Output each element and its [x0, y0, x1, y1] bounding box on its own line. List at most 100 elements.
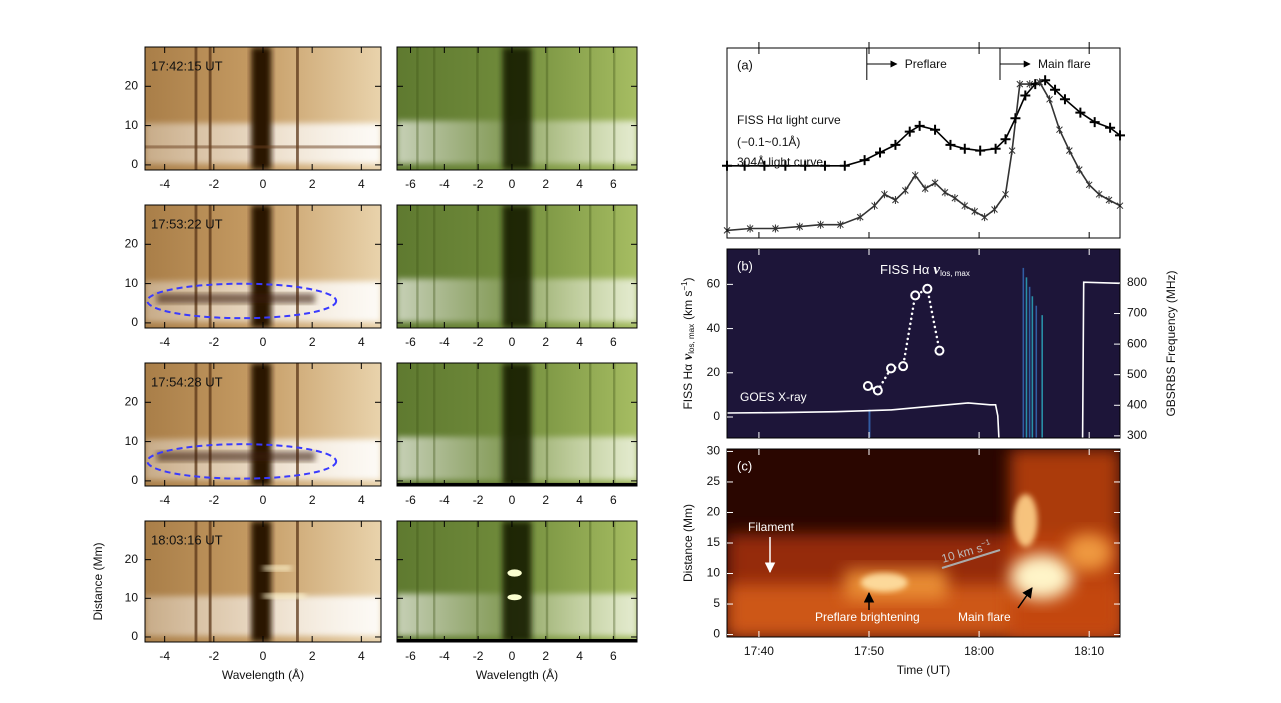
y-tick-label: 0: [713, 627, 720, 641]
point-marker: [922, 283, 933, 294]
panel-frame: [396, 46, 638, 171]
point-marker: [1105, 196, 1113, 204]
point-marker: [886, 363, 897, 374]
image-texture: [502, 521, 532, 642]
image-feature: [1009, 554, 1073, 600]
point-marker: [1105, 122, 1116, 133]
x-tick-label: -2: [208, 335, 219, 349]
image-texture: [397, 638, 637, 642]
point-marker: [839, 160, 850, 171]
image-texture: [208, 363, 212, 486]
x-tick-label: 0: [509, 177, 516, 191]
x-axis-label: Wavelength (Å): [222, 667, 304, 682]
panel-content: [727, 48, 1120, 238]
point-marker: [819, 160, 830, 171]
y-tick-label: 25: [707, 474, 721, 488]
image-texture: [589, 363, 592, 486]
panel-content: [145, 47, 381, 170]
image-feature: [860, 573, 908, 592]
image-texture: [589, 47, 592, 170]
image-texture: [476, 205, 479, 328]
annotation: Filament: [748, 520, 795, 534]
point-marker: [862, 381, 873, 392]
x-tick-label: -4: [159, 493, 170, 507]
image-texture: [156, 451, 315, 462]
point-marker: [971, 207, 979, 216]
image-texture: [156, 293, 315, 304]
point-marker: [951, 194, 959, 203]
image-texture: [502, 47, 532, 170]
image-background: [727, 48, 1120, 238]
x-tick-label: 4: [576, 649, 583, 663]
y2-tick-label: 500: [1127, 367, 1147, 381]
point-marker: [1036, 78, 1043, 87]
panel-frame: [396, 204, 638, 329]
x-tick-label: 2: [309, 335, 316, 349]
x-tick-label: -2: [208, 649, 219, 663]
x-axis-label: Wavelength (Å): [476, 667, 558, 682]
y2-axis-label: GBSRBS Frequency (MHz): [1164, 270, 1178, 416]
point-marker: [904, 126, 915, 137]
point-marker: [1016, 80, 1024, 89]
x-tick-label: -4: [439, 649, 450, 663]
image-texture: [545, 205, 549, 328]
image-texture: [251, 521, 272, 642]
y-tick-label: 15: [707, 535, 721, 549]
image-texture: [251, 363, 272, 486]
image-feature: [1064, 533, 1113, 572]
image-texture: [296, 363, 299, 486]
point-marker: [1046, 95, 1053, 104]
x-tick-label: 2: [542, 649, 549, 663]
point-marker: [941, 188, 949, 197]
point-marker: [959, 143, 970, 154]
point-marker: [911, 171, 919, 180]
y2-tick-label: 800: [1127, 275, 1147, 289]
label-part: −1: [680, 281, 689, 291]
y-tick-label: 0: [131, 629, 138, 643]
image-texture: [1022, 267, 1025, 438]
image-texture: [433, 205, 436, 328]
x-tick-label: -4: [439, 335, 450, 349]
panel-content: [397, 205, 637, 328]
x-tick-label: -6: [405, 335, 416, 349]
label-part: (km s: [681, 291, 695, 320]
panel-label: 17:54:28 UT: [151, 374, 223, 389]
label-part: Main flare: [958, 610, 1011, 624]
series-label: FISS Hα light curve: [737, 113, 841, 127]
panel-content: [727, 449, 1120, 637]
image-texture: [208, 521, 212, 642]
image-texture: [296, 521, 299, 642]
x-tick-label: 4: [576, 335, 583, 349]
y-tick-label: 5: [713, 596, 720, 610]
image-texture: [476, 521, 479, 642]
x-axis-label: Time (UT): [897, 663, 951, 677]
point-marker: [910, 290, 921, 301]
x-tick-label: 4: [358, 177, 365, 191]
image-texture: [263, 565, 292, 571]
x-tick-label: 2: [309, 493, 316, 507]
image-texture: [296, 205, 299, 328]
x-tick-label: 0: [260, 493, 267, 507]
x-tick-label: 0: [260, 177, 267, 191]
x-tick-label: 17:50: [854, 644, 884, 658]
image-texture: [208, 47, 212, 170]
image-texture: [545, 363, 549, 486]
x-tick-label: -4: [159, 177, 170, 191]
y2-tick-label: 600: [1127, 336, 1147, 350]
x-tick-label: -4: [439, 177, 450, 191]
y-tick-label: 20: [125, 552, 139, 566]
image-texture: [251, 47, 272, 170]
point-marker: [1008, 146, 1016, 155]
y-tick-label: 0: [131, 157, 138, 171]
annotation: Main flare: [958, 610, 1011, 624]
point-marker: [990, 143, 1001, 154]
point-marker: [934, 345, 945, 356]
series-line: [727, 281, 1120, 438]
panel-frame: [396, 520, 638, 643]
point-marker: [817, 220, 824, 229]
image-texture: [613, 363, 616, 486]
point-marker: [780, 160, 791, 171]
series-note: (−0.1~0.1Å): [737, 134, 800, 149]
x-tick-label: -6: [405, 177, 416, 191]
point-marker: [945, 139, 956, 150]
